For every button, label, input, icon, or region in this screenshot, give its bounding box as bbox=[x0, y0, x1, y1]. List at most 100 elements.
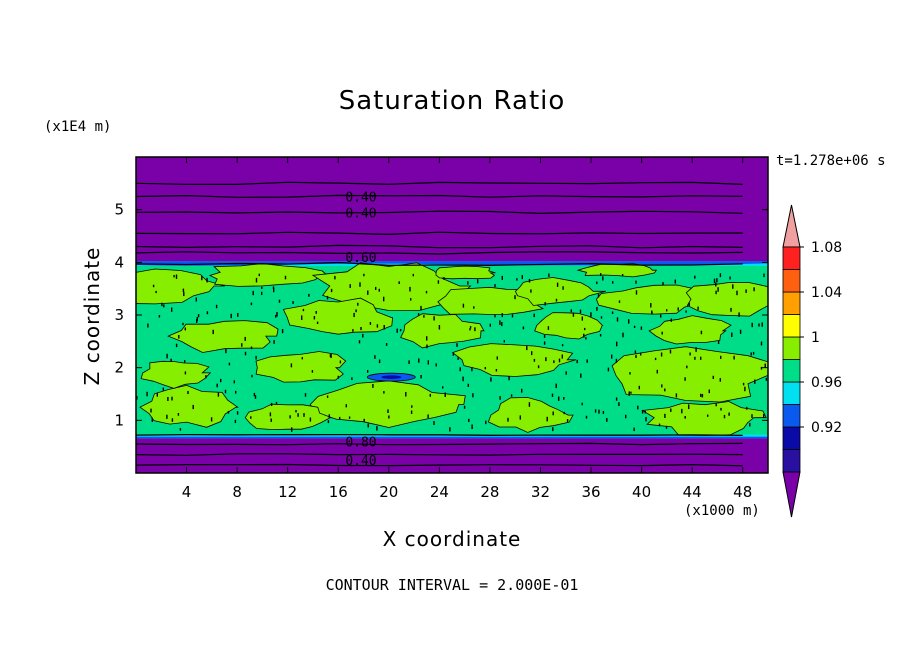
field-speckle bbox=[732, 284, 734, 289]
field-speckle bbox=[426, 336, 428, 341]
field-speckle bbox=[136, 395, 138, 400]
field-speckle bbox=[563, 397, 565, 400]
field-speckle bbox=[572, 312, 575, 317]
contour-line-upper bbox=[136, 210, 743, 215]
y-tick-label: 3 bbox=[114, 306, 124, 324]
field-speckle bbox=[658, 423, 661, 427]
field-speckle bbox=[596, 306, 598, 311]
field-speckle bbox=[503, 340, 505, 343]
field-speckle bbox=[388, 415, 390, 419]
field-speckle bbox=[234, 419, 237, 424]
field-speckle bbox=[357, 302, 359, 306]
field-speckle bbox=[521, 275, 523, 280]
field-speckle bbox=[150, 408, 152, 413]
field-speckle bbox=[490, 377, 492, 382]
field-speckle bbox=[745, 289, 747, 293]
field-speckle bbox=[372, 384, 374, 388]
field-speckle bbox=[337, 375, 339, 379]
field-speckle bbox=[763, 273, 765, 278]
contour-label: 0.80 bbox=[345, 435, 376, 450]
field-speckle bbox=[273, 287, 275, 293]
field-speckle bbox=[660, 314, 662, 318]
field-speckle bbox=[501, 313, 503, 318]
field-speckle bbox=[758, 323, 760, 327]
contour-interval-label: CONTOUR INTERVAL = 2.000E-01 bbox=[325, 576, 579, 594]
field-speckle bbox=[666, 309, 668, 312]
field-patch-lime bbox=[311, 262, 472, 312]
field-speckle bbox=[197, 314, 200, 318]
field-speckle bbox=[495, 369, 498, 372]
field-speckle bbox=[330, 353, 332, 359]
field-speckle bbox=[358, 340, 361, 344]
field-speckle bbox=[477, 279, 479, 284]
field-speckle bbox=[749, 422, 751, 427]
field-speckle bbox=[315, 311, 317, 314]
field-speckle bbox=[761, 322, 763, 327]
field-speckle bbox=[291, 427, 293, 432]
field-speckle bbox=[363, 418, 365, 422]
field-speckle bbox=[409, 286, 411, 292]
field-speckle bbox=[387, 409, 389, 413]
field-speckle bbox=[225, 348, 227, 354]
field-speckle bbox=[215, 304, 218, 309]
field-speckle bbox=[556, 282, 559, 287]
field-speckle bbox=[217, 392, 220, 397]
y-axis-ticks: 1 2 3 4 5 bbox=[114, 201, 768, 429]
field-speckle bbox=[155, 290, 157, 294]
x-tick-label: 32 bbox=[531, 483, 550, 501]
field-speckle bbox=[261, 286, 263, 289]
field-speckle bbox=[728, 412, 730, 416]
field-speckle bbox=[590, 312, 592, 317]
field-speckle bbox=[674, 279, 676, 284]
contour-lines bbox=[136, 181, 743, 467]
field-speckle bbox=[452, 353, 454, 356]
field-speckle bbox=[635, 280, 637, 284]
field-speckle bbox=[510, 394, 513, 397]
field-speckle bbox=[765, 377, 767, 381]
colorbar: 0.92 0.96 1 1.04 1.08 bbox=[782, 204, 842, 518]
field-speckle bbox=[418, 358, 420, 363]
field-speckle bbox=[427, 414, 429, 419]
field-speckle bbox=[715, 290, 717, 295]
colorbar-segment bbox=[782, 426, 801, 450]
contour-line-upper bbox=[136, 251, 743, 255]
field-speckle bbox=[594, 409, 597, 413]
field-speckle bbox=[278, 299, 281, 303]
field-speckle bbox=[467, 281, 469, 285]
field-speckle bbox=[514, 295, 516, 300]
field-speckle bbox=[295, 410, 297, 413]
field-speckle bbox=[170, 358, 172, 362]
field-speckle bbox=[622, 332, 624, 338]
field-speckle bbox=[633, 325, 636, 329]
field-speckle bbox=[228, 362, 231, 366]
y-tick-label: 2 bbox=[114, 359, 124, 377]
field-speckle bbox=[565, 371, 567, 375]
field-speckle bbox=[611, 354, 613, 359]
field-speckle bbox=[533, 358, 536, 362]
field-speckle bbox=[272, 286, 275, 290]
colorbar-segment bbox=[782, 291, 801, 315]
field-speckle bbox=[516, 278, 518, 281]
field-speckle bbox=[558, 358, 561, 363]
contour-labels: 0.400.400.600.800.40 bbox=[345, 191, 376, 469]
field-speckle bbox=[205, 375, 207, 379]
field-speckle bbox=[210, 417, 213, 422]
field-speckle bbox=[459, 367, 461, 372]
field-speckle bbox=[628, 391, 630, 396]
y-tick-label: 4 bbox=[114, 253, 124, 271]
colorbar-upper-arrow bbox=[782, 204, 801, 248]
field-speckle bbox=[630, 391, 632, 394]
field-speckle bbox=[303, 413, 305, 417]
field-speckle bbox=[656, 369, 658, 374]
field-speckle bbox=[462, 303, 465, 308]
field-speckle bbox=[633, 427, 635, 432]
field-speckle bbox=[602, 276, 604, 281]
field-speckle bbox=[398, 281, 400, 285]
field-speckle bbox=[746, 406, 748, 410]
field-speckle bbox=[598, 409, 600, 414]
field-patch-lime bbox=[282, 297, 394, 335]
colorbar-segment bbox=[782, 246, 801, 270]
contour-label: 0.40 bbox=[345, 206, 376, 221]
field-speckle bbox=[511, 314, 514, 318]
field-speckle bbox=[290, 363, 293, 368]
